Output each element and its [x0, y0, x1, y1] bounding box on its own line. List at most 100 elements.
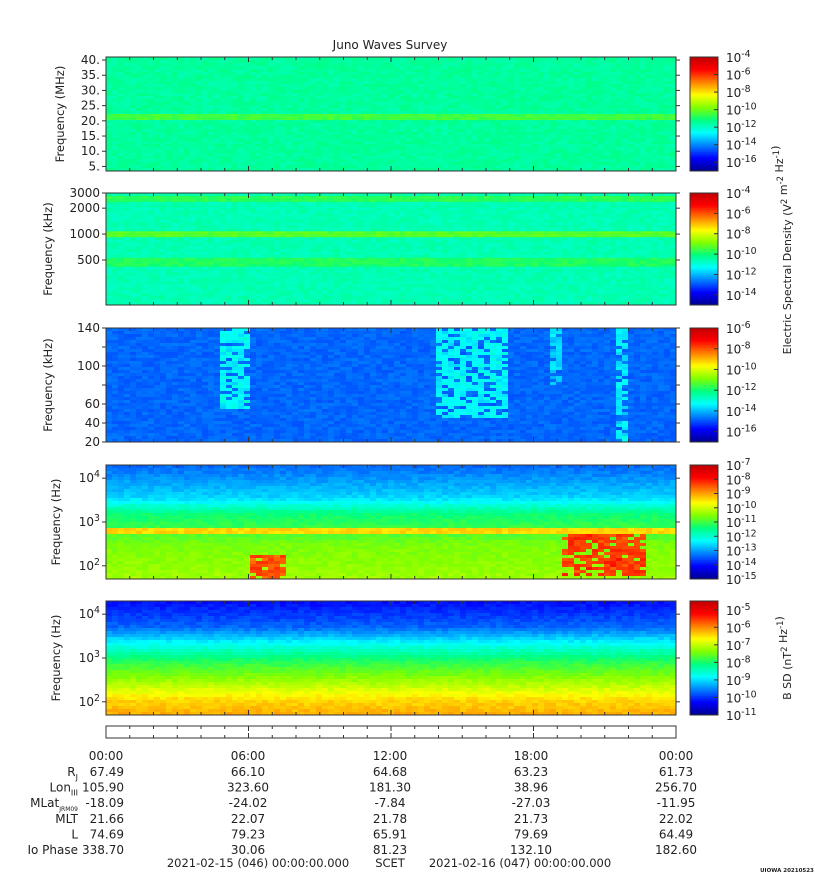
spectrogram-cell	[460, 66, 467, 70]
spectrogram-cell	[526, 60, 533, 64]
spectrogram-cell	[652, 150, 659, 154]
spectrogram-cell	[172, 219, 179, 223]
spectrogram-cell	[412, 72, 419, 76]
spectrogram-cell	[286, 63, 293, 67]
spectrogram-cell	[418, 210, 425, 215]
spectrogram-cell	[202, 114, 209, 118]
spectrogram-cell	[364, 198, 371, 203]
spectrogram-cell	[106, 93, 113, 97]
spectrogram-cell	[316, 225, 323, 229]
spectrogram-cell	[418, 66, 425, 70]
spectrogram-cell	[556, 57, 563, 61]
spectrogram-cell	[148, 207, 155, 212]
spectrogram-cell	[472, 231, 479, 235]
spectrogram-cell	[166, 78, 173, 82]
spectrogram-cell	[322, 66, 329, 70]
spectrogram-cell	[634, 96, 641, 100]
spectrogram-cell	[172, 108, 179, 112]
spectrogram-cell	[670, 156, 677, 160]
spectrogram-cell	[382, 63, 389, 67]
spectrogram-cell	[532, 57, 539, 61]
spectrogram-cell	[268, 159, 275, 163]
spectrogram-cell	[394, 231, 401, 235]
spectrogram-cell	[484, 117, 491, 121]
spectrogram-cell	[130, 120, 137, 124]
spectrogram-cell	[316, 111, 323, 115]
spectrogram-cell	[172, 198, 179, 203]
spectrogram-cell	[208, 159, 215, 163]
spectrogram-cell	[472, 129, 479, 133]
spectrogram-cell	[202, 81, 209, 85]
spectrogram-cell	[316, 99, 323, 103]
spectrogram-cell	[460, 129, 467, 133]
spectrogram-cell	[532, 81, 539, 85]
spectrogram-cell	[112, 141, 119, 145]
spectrogram-cell	[502, 108, 509, 112]
spectrogram-cell	[340, 66, 347, 70]
spectrogram-cell	[556, 102, 563, 106]
spectrogram-cell	[400, 213, 407, 217]
spectrogram-cell	[286, 150, 293, 154]
spectrogram-cell	[274, 204, 281, 209]
spectrogram-cell	[112, 193, 119, 197]
spectrogram-cell	[172, 99, 179, 103]
spectrogram-cell	[340, 198, 347, 203]
spectrogram-cell	[166, 153, 173, 157]
spectrogram-cell	[202, 144, 209, 148]
spectrogram-cell	[472, 105, 479, 109]
spectrogram-cell	[652, 69, 659, 73]
spectrogram-cell	[586, 78, 593, 82]
spectrogram-cell	[154, 117, 161, 121]
spectrogram-cell	[466, 63, 473, 67]
spectrogram-cell	[220, 147, 227, 151]
spectrogram-cell	[160, 129, 167, 133]
spectrogram-cell	[424, 105, 431, 109]
spectrogram-cell	[328, 228, 335, 232]
spectrogram-cell	[352, 228, 359, 232]
spectrogram-cell	[622, 84, 629, 88]
spectrogram-cell	[664, 138, 671, 142]
spectrogram-cell	[304, 120, 311, 124]
spectrogram-cell	[382, 135, 389, 139]
spectrogram-cell	[286, 72, 293, 76]
spectrogram-cell	[520, 207, 527, 212]
spectrogram-cell	[298, 147, 305, 151]
spectrogram-cell	[160, 150, 167, 154]
spectrogram-cell	[394, 78, 401, 82]
spectrogram-cell	[190, 81, 197, 85]
spectrogram-cell	[184, 66, 191, 70]
spectrogram-cell	[382, 156, 389, 160]
spectrogram-cell	[472, 222, 479, 226]
spectrogram-cell	[514, 153, 521, 157]
spectrogram-cell	[166, 69, 173, 73]
spectrogram-cell	[544, 210, 551, 215]
spectrogram-cell	[292, 99, 299, 103]
spectrogram-cell	[508, 75, 515, 79]
spectrogram-cell	[454, 153, 461, 157]
spectrogram-cell	[634, 117, 641, 121]
spectrogram-cell	[490, 105, 497, 109]
spectrogram-cell	[544, 216, 551, 220]
spectrogram-cell	[268, 120, 275, 124]
spectrogram-cell	[124, 81, 131, 85]
spectrogram-cell	[472, 120, 479, 124]
spectrogram-cell	[562, 111, 569, 115]
spectrogram-cell	[394, 153, 401, 157]
spectrogram-cell	[190, 87, 197, 91]
spectrogram-cell	[436, 117, 443, 121]
spectrogram-cell	[634, 102, 641, 106]
spectrogram-cell	[316, 66, 323, 70]
spectrogram-cell	[214, 162, 221, 166]
spectrogram-cell	[406, 84, 413, 88]
spectrogram-cell	[526, 84, 533, 88]
spectrogram-cell	[406, 57, 413, 61]
spectrogram-cell	[106, 228, 113, 232]
spectrogram-cell	[370, 114, 377, 118]
spectrogram-cell	[562, 195, 569, 200]
spectrogram-cell	[286, 198, 293, 203]
spectrogram-cell	[538, 126, 545, 130]
spectrogram-cell	[562, 135, 569, 139]
spectrogram-cell	[478, 96, 485, 100]
spectrogram-cell	[634, 120, 641, 124]
spectrogram-cell	[622, 120, 629, 124]
